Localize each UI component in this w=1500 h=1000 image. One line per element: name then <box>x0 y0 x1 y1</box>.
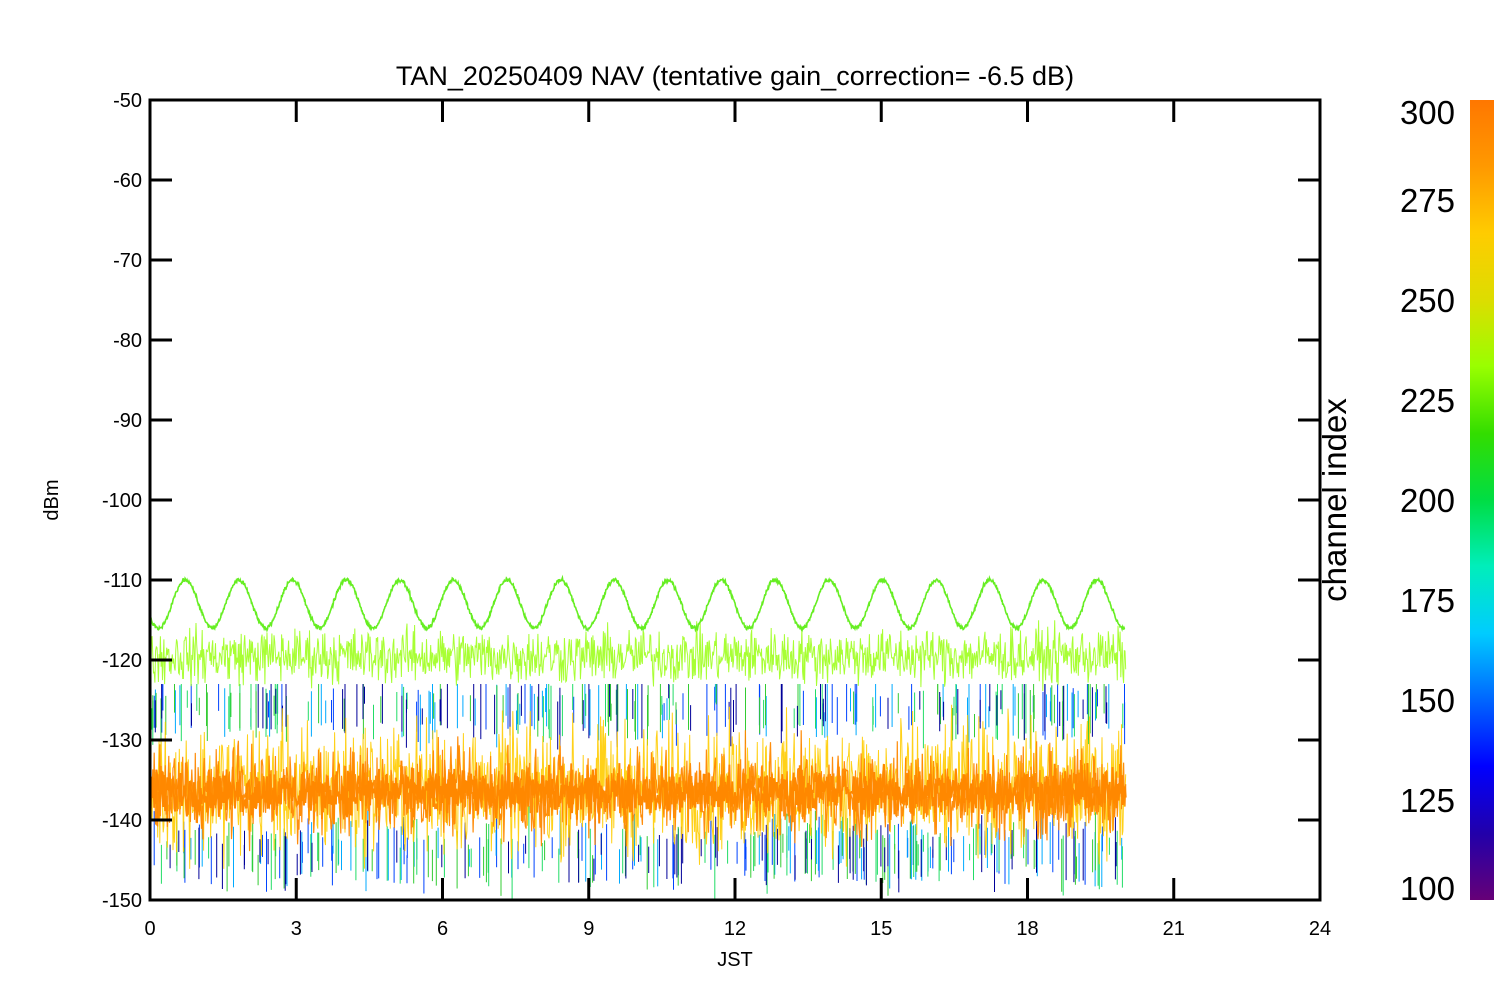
colorbar-tick-label: 150 <box>1400 682 1455 719</box>
colorbar-tick-label: 175 <box>1400 582 1455 619</box>
colorbar-tick-label: 275 <box>1400 182 1455 219</box>
x-tick-label: 12 <box>724 918 746 940</box>
x-tick-label: 15 <box>870 918 892 940</box>
x-tick-label: 3 <box>291 918 302 940</box>
y-tick-label: -120 <box>102 650 142 672</box>
y-tick-label: -110 <box>103 570 142 592</box>
x-axis-label: JST <box>717 949 753 971</box>
colorbar-tick-label: 125 <box>1400 782 1455 819</box>
y-tick-label: -100 <box>102 490 142 512</box>
series-low-channels-4 <box>154 684 1117 893</box>
series-upper-band <box>150 620 1127 692</box>
x-tick-label: 21 <box>1163 918 1185 940</box>
colorbar-tick-label: 300 <box>1400 94 1455 131</box>
colorbar-tick-label: 250 <box>1400 282 1455 319</box>
chart-title: TAN_20250409 NAV (tentative gain_correct… <box>396 61 1074 91</box>
y-tick-label: -60 <box>113 170 142 192</box>
x-tick-label: 18 <box>1016 918 1038 940</box>
colorbar-tick-label: 100 <box>1400 870 1455 907</box>
series-oscillating-channel <box>150 574 1126 633</box>
x-tick-label: 9 <box>583 918 594 940</box>
x-tick-label: 0 <box>144 918 155 940</box>
series-main-band-core <box>150 760 1127 825</box>
y-axis-label: dBm <box>41 479 63 520</box>
y-tick-label: -80 <box>113 330 142 352</box>
y-tick-label: -90 <box>113 410 142 432</box>
y-tick-label: -140 <box>102 810 142 832</box>
y-tick-label: -70 <box>113 250 142 272</box>
colorbar-tick-label: 225 <box>1400 382 1455 419</box>
x-tick-label: 6 <box>437 918 448 940</box>
y-tick-label: -130 <box>102 730 142 752</box>
y-tick-label: -50 <box>113 90 142 112</box>
colorbar-label: channel index <box>1316 398 1353 602</box>
axis-ticks: 0 3 6 9 12 15 18 21 24 -50 -60 -70 -80 -90 -100 -110 -12… <box>102 90 1331 940</box>
y-tick-label: -150 <box>102 890 142 912</box>
plot-marks <box>150 574 1127 900</box>
colorbar-tick-label: 200 <box>1400 482 1455 519</box>
colorbar-ticks: 300 275 250 225 200 175 150 125 100 <box>1400 94 1455 907</box>
x-tick-label: 24 <box>1309 918 1331 940</box>
colorbar <box>1470 100 1494 900</box>
series-low-channels-1 <box>154 684 1123 892</box>
